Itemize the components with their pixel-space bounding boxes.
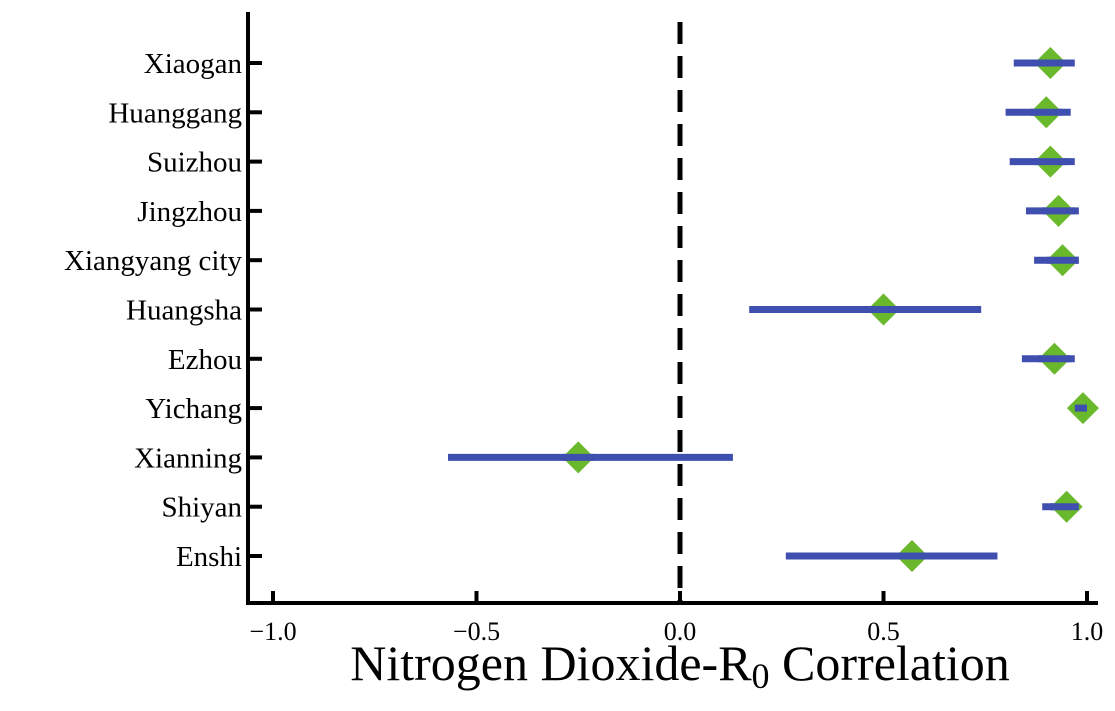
category-label-huangsha: Huangsha [126,295,242,327]
category-label-xianning: Xianning [134,442,242,474]
confidence-intervals [448,59,1087,560]
x-tick-label-4: 1.0 [1071,617,1104,646]
x-tick-label-1: −0.5 [453,617,500,646]
category-label-jingzhou: Jingzhou [137,196,242,228]
x-axis-label: Nitrogen Dioxide-R0 Correlation [350,635,1010,696]
x-axis-label-suffix: Correlation [770,635,1010,691]
x-axis-ticks: −1.0 −0.5 0.0 0.5 1.0 [249,591,1103,646]
x-tick-label-3: 0.5 [867,617,900,646]
y-axis-ticks: Xiaogan Huanggang Suizhou Jingzhou Xiangyang… [64,48,262,573]
category-label-suizhou: Suizhou [147,147,242,179]
category-label-yichang: Yichang [145,393,242,425]
x-axis-label-subscript: 0 [752,656,770,696]
point-estimates [562,47,1099,572]
category-label-shiyan: Shiyan [161,492,242,524]
category-label-xiangyang-city: Xiangyang city [64,245,242,277]
category-label-enshi: Enshi [176,541,242,573]
category-label-huanggang: Huanggang [108,97,242,129]
category-label-xiaogan: Xiaogan [144,48,243,80]
x-axis-label-main: Nitrogen Dioxide-R [350,635,752,691]
category-label-ezhou: Ezhou [168,344,242,376]
x-tick-label-2: 0.0 [664,617,697,646]
x-tick-label-0: −1.0 [249,617,296,646]
